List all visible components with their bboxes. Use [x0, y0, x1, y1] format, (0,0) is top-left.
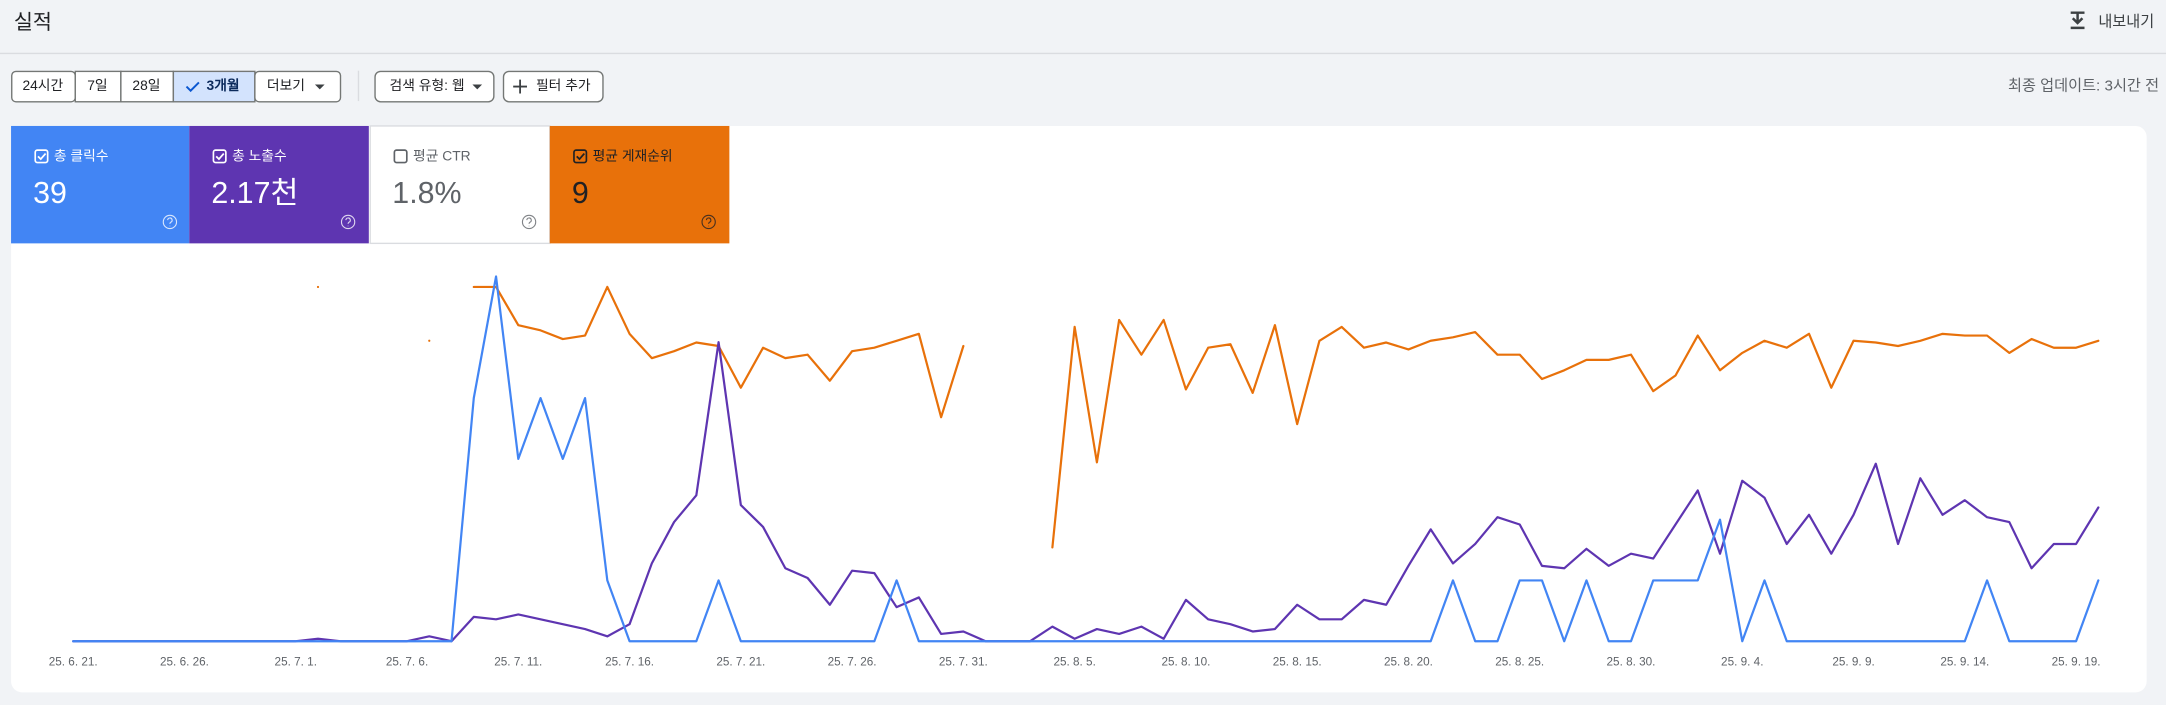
button-frame [120, 70, 175, 103]
checkbox [34, 149, 49, 164]
x-tick-label: 25. 8. 15. [1273, 656, 1322, 669]
add-filter-button[interactable]: 필터 추가 [502, 70, 604, 103]
card-label: 평균 게재순위 [593, 148, 673, 164]
metric-card[interactable]: 총 노출수 2.17천 [189, 125, 369, 244]
help-icon[interactable] [162, 214, 178, 230]
add-filter-label: 필터 추가 [536, 77, 591, 93]
card-label: 평균 CTR [413, 148, 471, 164]
range-button[interactable]: 3개월 [172, 70, 256, 103]
checkbox [212, 149, 227, 164]
x-tick-label: 25. 9. 4. [1721, 656, 1763, 669]
card-value: 9 [572, 176, 589, 210]
help-icon-mark [705, 217, 712, 227]
x-tick-label: 25. 8. 20. [1384, 656, 1433, 669]
export-label: 내보내기 [2098, 13, 2154, 30]
x-tick-label: 25. 7. 6. [386, 656, 428, 669]
series-line [316, 285, 2100, 549]
download-icon [2070, 11, 2085, 30]
x-tick-label: 25. 9. 19. [2052, 656, 2101, 669]
x-tick-label: 25. 6. 26. [160, 656, 209, 669]
series-line [72, 275, 2100, 643]
plus-icon [513, 79, 527, 94]
x-tick-label: 25. 8. 5. [1053, 656, 1095, 669]
x-tick-label: 25. 9. 9. [1832, 656, 1874, 669]
help-icon[interactable] [701, 214, 716, 230]
card-value: 39 [33, 176, 67, 210]
page-title: 실적 [14, 11, 52, 34]
help-icon-mark [167, 217, 173, 227]
range-button[interactable]: 28일 [120, 70, 175, 103]
x-tick-label: 25. 7. 26. [828, 656, 877, 669]
checkbox-check [576, 152, 585, 161]
x-tick-label: 25. 7. 1. [275, 656, 317, 669]
metric-card[interactable]: 평균 CTR 1.8% [369, 125, 551, 245]
x-tick-label: 25. 8. 25. [1495, 656, 1544, 669]
range-button[interactable]: 24시간 [11, 70, 76, 103]
button-frame [502, 70, 604, 103]
check-icon [185, 81, 200, 93]
help-icon-mark [345, 217, 351, 227]
x-tick-label: 25. 6. 21. [49, 656, 98, 669]
card-value: 1.8% [392, 176, 461, 210]
x-tick-label: 25. 7. 16. [605, 656, 654, 669]
range-button[interactable]: 7일 [74, 70, 122, 103]
checkbox [393, 149, 408, 164]
x-tick-label: 25. 7. 21. [716, 656, 765, 669]
card-label: 총 클릭수 [54, 148, 109, 164]
search-type-button[interactable]: 검색 유형: 웹 [374, 70, 495, 103]
search-type-label: 검색 유형: 웹 [390, 77, 465, 93]
range-label: 7일 [87, 77, 107, 93]
last-update: 최종 업데이트: 3시간 전 [2008, 78, 2159, 95]
button-frame [254, 70, 342, 103]
x-tick-label: 25. 8. 30. [1607, 656, 1656, 669]
help-icon[interactable] [521, 214, 537, 230]
caret [472, 84, 483, 90]
checkbox-check [215, 152, 225, 161]
x-tick-label: 25. 9. 14. [1940, 656, 1989, 669]
range-label: 3개월 [207, 77, 240, 93]
x-tick-label: 25. 7. 31. [939, 656, 988, 669]
x-tick-label: 25. 7. 11. [494, 656, 542, 669]
card-background [369, 125, 551, 245]
card-background [189, 125, 369, 244]
x-tick-label: 25. 8. 10. [1161, 656, 1210, 669]
chart-panel [11, 125, 2147, 693]
caret [314, 84, 325, 90]
card-value: 2.17천 [211, 176, 298, 210]
range-button[interactable]: 더보기 [254, 70, 342, 103]
card-background [549, 125, 730, 244]
button-frame [74, 70, 122, 103]
help-icon[interactable] [340, 214, 356, 230]
button-frame [374, 70, 495, 103]
card-background [11, 125, 190, 244]
export-button[interactable]: 내보내기 [2070, 11, 2155, 31]
range-label: 28일 [132, 77, 160, 93]
metric-card[interactable]: 총 클릭수 39 [11, 125, 190, 244]
checkbox-check [37, 152, 47, 161]
help-icon-mark [526, 217, 532, 227]
range-label: 24시간 [22, 77, 63, 93]
range-label: 더보기 [267, 77, 305, 93]
card-label: 총 노출수 [232, 148, 287, 164]
checkbox [573, 149, 588, 164]
